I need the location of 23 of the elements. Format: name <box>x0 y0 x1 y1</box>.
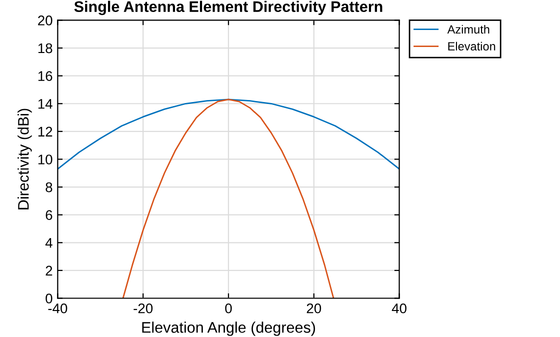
x-tick-label: -40 <box>48 303 68 314</box>
y-tick-label: 0 <box>46 294 52 304</box>
x-tick-label: 40 <box>392 303 406 314</box>
y-tick-label: 14 <box>38 99 52 109</box>
y-axis-title: Directivity (dBi) <box>18 108 32 210</box>
x-axis-title: Elevation Angle (degrees) <box>142 322 316 336</box>
y-tick-label: 2 <box>46 266 52 276</box>
y-tick-label: 18 <box>38 43 52 54</box>
x-tick-label: -20 <box>134 303 153 314</box>
y-tick-label: 16 <box>38 71 52 81</box>
y-tick-label: 4 <box>45 238 52 248</box>
y-tick-label: 6 <box>46 210 52 220</box>
y-tick-label: 20 <box>38 16 52 26</box>
x-tick-label: 0 <box>225 303 232 314</box>
y-tick-label: 8 <box>46 182 52 192</box>
y-tick-label: 10 <box>38 154 52 164</box>
legend-label: Azimuth <box>447 24 490 34</box>
y-tick-label: 12 <box>38 126 52 136</box>
x-tick-label: 20 <box>306 303 322 314</box>
line-series <box>58 98 400 170</box>
legend-label: Elevation <box>448 42 496 51</box>
chart-title: Single Antenna Element Directivity Pattern <box>74 0 382 16</box>
line-series <box>122 98 334 298</box>
